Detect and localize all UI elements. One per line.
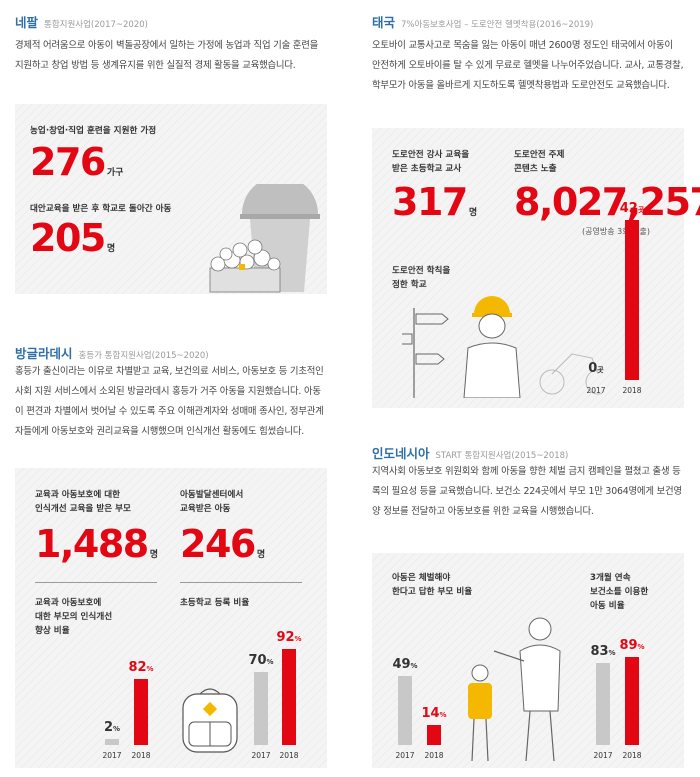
bd-parent-awareness-value-2017: 2%: [103, 720, 121, 735]
nepal-panel: 농업·창업·직업 훈련을 지원한 가정 276 가구 대안교육을 받은 후 학교로…: [15, 104, 327, 294]
id-health-center-use-year-2018: 2018: [622, 751, 642, 760]
id-parents-favor-punishment-bar-2018: [427, 725, 441, 745]
bd-stat2-label: 아동발달센터에서 교육받은 아동: [180, 490, 244, 514]
bangladesh-title: 방글라데시: [15, 346, 73, 361]
th-stat2-value: 8,027,257건: [514, 180, 700, 224]
bd-school-enrollment-bar-2018: [282, 649, 296, 745]
bd-school-enrollment-value-2018: 92%: [276, 630, 302, 646]
th-stat1-label: 도로안전 강사 교육을 받은 초등학교 교사: [392, 150, 470, 174]
th-schools-with-rules-year-2018: 2018: [622, 386, 642, 395]
id-parents-favor-punishment-value-2018: 14%: [421, 706, 447, 722]
th-schools-with-rules-value-2017: 0곳: [588, 361, 604, 376]
bd-divider-right: [180, 582, 302, 583]
bd-school-enrollment-value-2017: 70%: [248, 653, 274, 669]
indonesia-subtitle: START 통합지원사업(2015~2018): [435, 451, 569, 461]
id-parents-favor-punishment-year-2018: 2018: [424, 751, 444, 760]
nepal-stat2-value: 205 명: [30, 216, 116, 260]
thailand-body: 오토바이 교통사고로 목숨을 잃는 아동이 매년 2600명 정도인 태국에서 …: [372, 40, 684, 91]
bd-stat1-value: 1,488 명: [35, 522, 158, 566]
indonesia-body: 지역사회 아동보호 위원회와 함께 아동을 향한 체벌 금지 캠페인을 펼쳤고 …: [372, 466, 682, 517]
indonesia-title: 인도네시아: [372, 446, 430, 461]
th-schools-with-rules-value-2018: 42곳: [619, 201, 645, 216]
id-health-center-use-year-2017: 2017: [593, 751, 613, 760]
th-stat1-value: 317 명: [392, 180, 478, 224]
nepal-body: 경제적 어려움으로 아동이 벽돌공장에서 일하는 가정에 농업과 직업 기술 훈…: [15, 40, 319, 71]
id-parents-favor-punishment-value-2017: 49%: [392, 657, 418, 673]
bd-parent-awareness-value-2018: 82%: [128, 660, 154, 676]
bd-divider-left: [35, 582, 157, 583]
bd-parent-awareness-year-2017: 2017: [102, 751, 122, 760]
bd-chart1-label: 교육과 아동보호에 대한 부모의 인식개선 향상 비율: [35, 598, 113, 636]
indonesia-heading: 인도네시아 START 통합지원사업(2015~2018): [372, 443, 568, 462]
id-health-center-use-bar-2017: [596, 662, 610, 745]
id-chart1-label: 아동은 체벌해야 한다고 답한 부모 비율: [392, 573, 473, 597]
thailand-title: 태국: [372, 15, 396, 30]
th-chart-label: 도로안전 학칙을 정한 학교: [392, 266, 451, 290]
id-health-center-use-value-2018: 89%: [619, 637, 645, 653]
th-schools-with-rules-bar-2018: [625, 220, 639, 380]
id-health-center-use-value-2017: 83%: [590, 643, 616, 659]
bd-stat2-value: 246 명: [180, 522, 266, 566]
nepal-subtitle: 통합지원사업(2017~2020): [44, 20, 148, 30]
nepal-title: 네팔: [15, 15, 39, 30]
th-schools-with-rules-year-2017: 2017: [586, 386, 606, 395]
bangladesh-subtitle: 홍등가 통합지원사업(2015~2020): [78, 351, 209, 361]
id-parents-favor-punishment-year-2017: 2017: [395, 751, 415, 760]
th-stat2-note: (공영방송 3회 송출): [582, 227, 650, 236]
id-parents-favor-punishment-bar-2017: [398, 676, 412, 745]
bd-school-enrollment-year-2017: 2017: [251, 751, 271, 760]
id-chart2-label: 3개월 연속 보건소를 이용한 아동 비율: [590, 573, 649, 611]
thailand-heading: 태국 7%아동보호사업 – 도로안전 헬멧착용(2016~2019): [372, 12, 593, 31]
bd-parent-awareness-year-2018: 2018: [131, 751, 151, 760]
nepal-heading: 네팔 통합지원사업(2017~2020): [15, 12, 148, 31]
id-health-center-use-bar-2018: [625, 656, 639, 745]
bangladesh-body: 홍등가 출신이라는 이유로 차별받고 교육, 보건의료 서비스, 아동보호 등 …: [15, 366, 324, 437]
th-stat2-label: 도로안전 주제 콘텐츠 노출: [514, 150, 565, 174]
bd-parent-awareness-bar-2018: [134, 679, 148, 745]
bd-parent-awareness-bar-2017: [105, 739, 119, 745]
bd-chart2-label: 초등학교 등록 비율: [180, 598, 250, 608]
brick-basket-icon: [209, 184, 320, 293]
backpack-icon: [182, 688, 238, 753]
bd-stat1-label: 교육과 아동보호에 대한 인식개선 교육을 받은 부모: [35, 490, 131, 514]
nepal-stat1-label: 농업·창업·직업 훈련을 지원한 가정: [30, 126, 157, 136]
nepal-stat1-value: 276 가구: [30, 140, 124, 184]
road-scene-icon: [402, 296, 602, 398]
bangladesh-heading: 방글라데시 홍등가 통합지원사업(2015~2020): [15, 343, 209, 362]
bd-school-enrollment-year-2018: 2018: [279, 751, 299, 760]
nepal-stat2-label: 대안교육을 받은 후 학교로 돌아간 아동: [30, 204, 172, 214]
bd-school-enrollment-bar-2017: [254, 672, 268, 745]
thailand-subtitle: 7%아동보호사업 – 도로안전 헬멧착용(2016~2019): [401, 20, 594, 30]
parent-child-icon: [468, 617, 561, 761]
bangladesh-panel: 교육과 아동보호에 대한 인식개선 교육을 받은 부모 1,488 명 아동발달센…: [15, 468, 327, 768]
